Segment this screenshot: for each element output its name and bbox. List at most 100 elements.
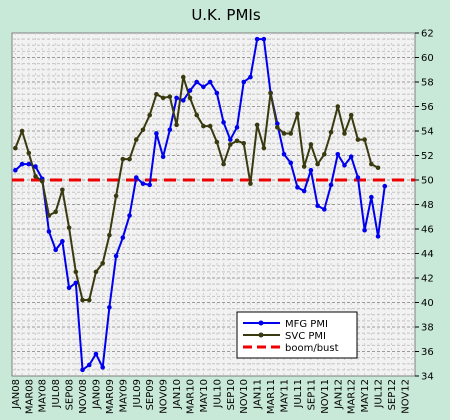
data-point-mfg-pmi: [355, 175, 361, 180]
data-point-svc-pmi: [26, 150, 32, 156]
data-point-mfg-pmi: [342, 163, 347, 168]
legend-svc-label: SVC PMI: [285, 331, 326, 342]
data-point-svc-pmi: [248, 181, 253, 186]
data-point-svc-pmi: [241, 140, 247, 146]
data-point-mfg-pmi: [100, 365, 105, 370]
data-point-mfg-pmi: [180, 98, 186, 103]
data-point-svc-pmi: [227, 142, 233, 147]
x-tick-label: JAN09: [91, 379, 102, 410]
data-point-mfg-pmi: [375, 234, 381, 239]
data-point-svc-pmi: [362, 137, 367, 142]
x-tick-label: MAY11: [280, 379, 291, 413]
data-point-mfg-pmi: [207, 79, 213, 85]
data-point-mfg-pmi: [281, 151, 287, 157]
data-point-mfg-pmi: [335, 151, 341, 157]
data-point-svc-pmi: [342, 131, 347, 136]
data-point-mfg-pmi: [80, 367, 85, 373]
data-point-mfg-pmi: [107, 305, 112, 310]
data-point-svc-pmi: [268, 90, 273, 96]
legend-mfg-marker: [258, 320, 264, 326]
data-point-mfg-pmi: [201, 84, 206, 90]
data-point-svc-pmi: [221, 161, 226, 167]
data-point-mfg-pmi: [248, 74, 253, 80]
data-point-svc-pmi: [93, 269, 99, 275]
data-point-mfg-pmi: [187, 88, 193, 93]
legend: MFG PMI SVC PMI boom/bust: [236, 311, 358, 359]
data-point-mfg-pmi: [221, 120, 226, 125]
data-point-svc-pmi: [288, 131, 294, 136]
data-point-mfg-pmi: [33, 164, 38, 169]
x-axis-ticks: JAN08 MAR08 MAY08 JUL08 SEP08 NOV08 JAN09 MAR09…: [11, 379, 412, 414]
data-point-mfg-pmi: [234, 125, 240, 130]
data-point-svc-pmi: [66, 225, 72, 231]
x-tick-label: NOV10: [239, 379, 250, 414]
y-axis-ticks: 34 36 38 40 42 44 46 48 50 52 54 56 58 60 62: [415, 29, 434, 383]
data-point-svc-pmi: [147, 112, 152, 118]
x-tick-label: MAY12: [360, 379, 371, 413]
x-tick-label: SEP10: [226, 379, 237, 410]
data-point-mfg-pmi: [46, 229, 52, 234]
data-point-mfg-pmi: [275, 121, 280, 126]
data-point-svc-pmi: [46, 213, 52, 218]
data-point-mfg-pmi: [120, 235, 126, 240]
data-point-svc-pmi: [100, 261, 105, 266]
data-point-svc-pmi: [295, 111, 300, 117]
y-tick-label: 62: [421, 29, 434, 40]
data-point-mfg-pmi: [140, 181, 146, 186]
data-point-mfg-pmi: [301, 188, 307, 194]
data-point-mfg-pmi: [66, 285, 72, 291]
data-point-mfg-pmi: [308, 167, 314, 173]
y-tick-label: 44: [421, 249, 434, 260]
y-tick-label: 34: [421, 372, 434, 383]
x-tick-label: SEP08: [65, 379, 76, 410]
y-tick-label: 40: [421, 298, 434, 309]
x-tick-label: MAR11: [266, 379, 277, 414]
x-tick-label: MAY08: [38, 379, 49, 413]
data-point-svc-pmi: [133, 137, 139, 142]
data-point-svc-pmi: [355, 137, 361, 142]
data-point-mfg-pmi: [288, 160, 294, 166]
data-point-mfg-pmi: [254, 36, 260, 42]
x-tick-label: MAR12: [347, 379, 358, 414]
x-tick-label: JAN12: [333, 379, 344, 410]
y-tick-label: 36: [421, 347, 434, 358]
legend-mfg-label: MFG PMI: [285, 319, 328, 330]
data-point-mfg-pmi: [322, 207, 327, 212]
data-point-svc-pmi: [174, 122, 179, 128]
data-point-mfg-pmi: [160, 154, 166, 160]
data-point-mfg-pmi: [174, 95, 179, 101]
data-point-mfg-pmi: [60, 238, 65, 244]
legend-svc-marker: [258, 332, 264, 338]
data-point-mfg-pmi: [214, 90, 220, 96]
chart-title: U.K. PMIs: [191, 6, 261, 24]
data-point-mfg-pmi: [328, 182, 334, 188]
data-point-svc-pmi: [348, 112, 354, 118]
x-tick-label: MAY10: [199, 379, 210, 413]
data-point-svc-pmi: [33, 174, 38, 179]
data-point-svc-pmi: [207, 123, 213, 129]
data-point-mfg-pmi: [295, 185, 300, 190]
data-point-svc-pmi: [127, 156, 132, 162]
data-point-mfg-pmi: [315, 203, 320, 209]
data-point-svc-pmi: [187, 95, 193, 101]
x-tick-label: SEP09: [145, 379, 156, 410]
x-tick-label: JUL08: [51, 379, 62, 409]
data-point-mfg-pmi: [13, 167, 18, 173]
data-point-mfg-pmi: [241, 79, 247, 85]
x-tick-label: JAN10: [172, 379, 183, 410]
data-point-svc-pmi: [80, 297, 85, 303]
y-tick-label: 46: [421, 225, 434, 236]
data-point-svc-pmi: [281, 131, 287, 136]
data-point-mfg-pmi: [19, 161, 25, 167]
data-point-mfg-pmi: [194, 79, 200, 85]
x-tick-label: JAN08: [11, 379, 22, 410]
data-point-svc-pmi: [140, 127, 146, 133]
x-tick-label: MAR10: [185, 379, 196, 414]
data-point-mfg-pmi: [147, 182, 152, 188]
data-point-svc-pmi: [60, 187, 65, 193]
data-point-svc-pmi: [335, 104, 341, 109]
data-point-svc-pmi: [328, 129, 334, 135]
legend-ref-label: boom/bust: [285, 343, 339, 354]
x-tick-label: SEP12: [387, 379, 398, 410]
